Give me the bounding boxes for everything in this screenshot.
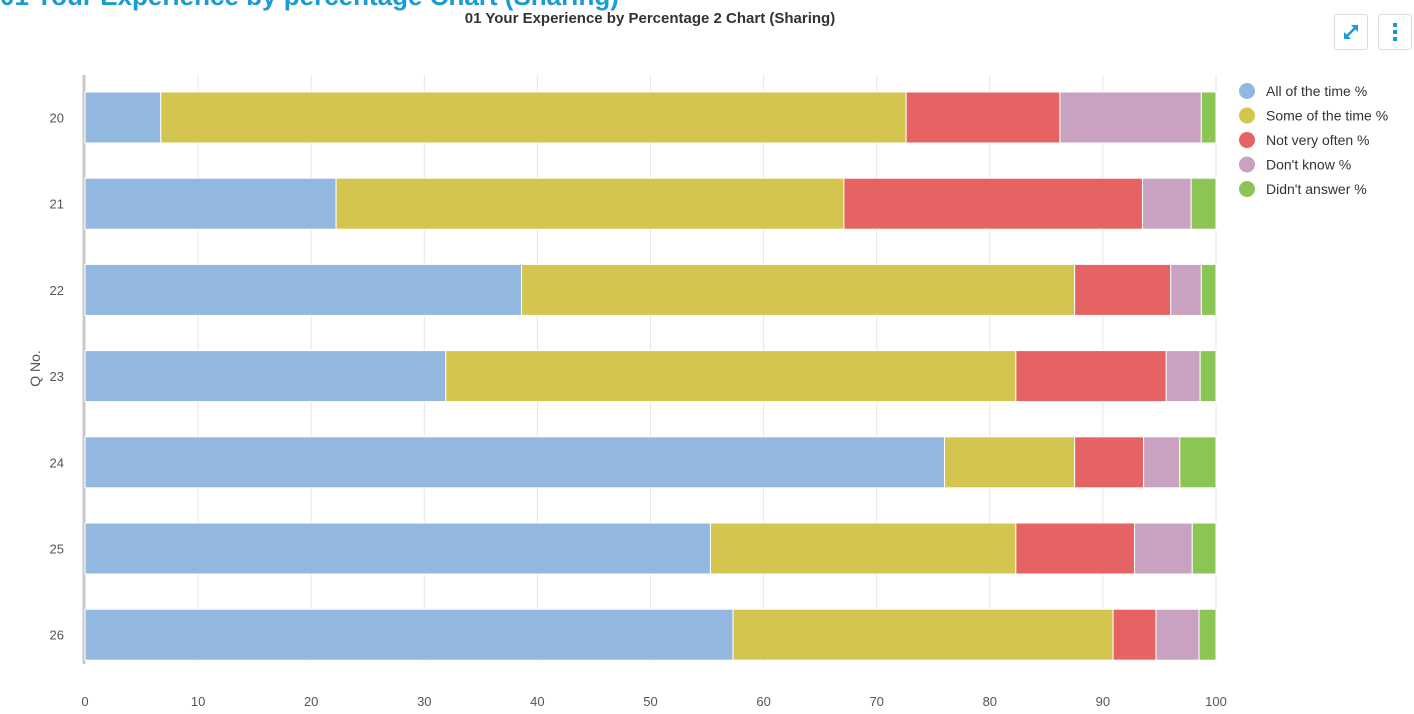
- y-axis-title: Q No.: [27, 350, 43, 387]
- x-tick-label: 100: [1205, 694, 1227, 709]
- bar-segment: [1165, 350, 1201, 403]
- legend-label: Don't know %: [1266, 157, 1351, 173]
- bar-segment: [843, 177, 1143, 230]
- bar-segment: [1141, 177, 1192, 230]
- bar-segment: [1155, 608, 1200, 661]
- bar-segment: [1200, 263, 1217, 316]
- legend-swatch: [1239, 181, 1255, 197]
- expand-arrows-icon: [1344, 25, 1358, 39]
- bar-segment: [1190, 177, 1217, 230]
- bar-segment: [84, 608, 734, 661]
- x-tick-label: 80: [983, 694, 997, 709]
- y-tick-label: 21: [50, 197, 64, 212]
- legend-label: Some of the time %: [1266, 108, 1388, 124]
- bar-segment: [335, 177, 845, 230]
- bar-segment: [84, 350, 447, 403]
- expand-button[interactable]: [1334, 14, 1368, 50]
- bar-segment: [1143, 436, 1181, 489]
- bar-segment: [905, 91, 1061, 144]
- bar-segment: [1179, 436, 1217, 489]
- x-tick-label: 60: [756, 694, 770, 709]
- x-tick-label: 40: [530, 694, 544, 709]
- bar-segment: [1059, 91, 1202, 144]
- legend-swatch: [1239, 132, 1255, 148]
- menu-button[interactable]: [1378, 14, 1412, 50]
- bar-segment: [521, 263, 1076, 316]
- y-tick-label: 26: [50, 628, 64, 643]
- y-tick-label: 20: [50, 111, 64, 126]
- bar-segment: [445, 350, 1017, 403]
- chart-title: 01 Your Experience by Percentage 2 Chart…: [464, 10, 836, 27]
- bar-segment: [1191, 522, 1217, 575]
- y-tick-label: 25: [50, 542, 64, 557]
- x-tick-label: 90: [1096, 694, 1110, 709]
- x-tick-label: 0: [81, 694, 88, 709]
- legend-label: Didn't answer %: [1266, 181, 1367, 197]
- bar-segment: [1200, 91, 1217, 144]
- bar-segment: [709, 522, 1017, 575]
- legend-swatch: [1239, 156, 1255, 173]
- bar-segment: [84, 436, 946, 489]
- legend-swatch: [1239, 83, 1255, 99]
- legend-label: All of the time %: [1266, 83, 1367, 99]
- bar-segment: [1112, 608, 1157, 661]
- bar-segment: [84, 177, 337, 230]
- legend-label: Not very often %: [1266, 132, 1370, 148]
- page-heading: 01 Your Experience by percentage Chart (…: [0, 0, 619, 10]
- bar-segment: [1170, 263, 1202, 316]
- bar-segment: [1074, 263, 1172, 316]
- bar-segment: [1015, 350, 1167, 403]
- y-tick-label: 23: [50, 369, 64, 384]
- x-tick-label: 10: [191, 694, 205, 709]
- bar-segment: [732, 608, 1114, 661]
- bar-segment: [84, 91, 162, 144]
- bar-segment: [160, 91, 907, 144]
- x-tick-label: 30: [417, 694, 431, 709]
- y-tick-label: 24: [50, 455, 64, 470]
- bar-segment: [1198, 608, 1217, 661]
- bar-segment: [84, 263, 523, 316]
- bar-segment: [1134, 522, 1193, 575]
- bar-segment: [1074, 436, 1145, 489]
- vertical-dots-icon: [1393, 23, 1397, 41]
- x-tick-label: 50: [643, 694, 657, 709]
- bar-segment: [84, 522, 711, 575]
- bar-segment: [1199, 350, 1217, 403]
- x-tick-label: 70: [869, 694, 883, 709]
- bar-segment: [944, 436, 1076, 489]
- x-tick-label: 20: [304, 694, 318, 709]
- y-tick-label: 22: [50, 283, 64, 298]
- legend-swatch: [1239, 107, 1255, 124]
- bar-segment: [1015, 522, 1136, 575]
